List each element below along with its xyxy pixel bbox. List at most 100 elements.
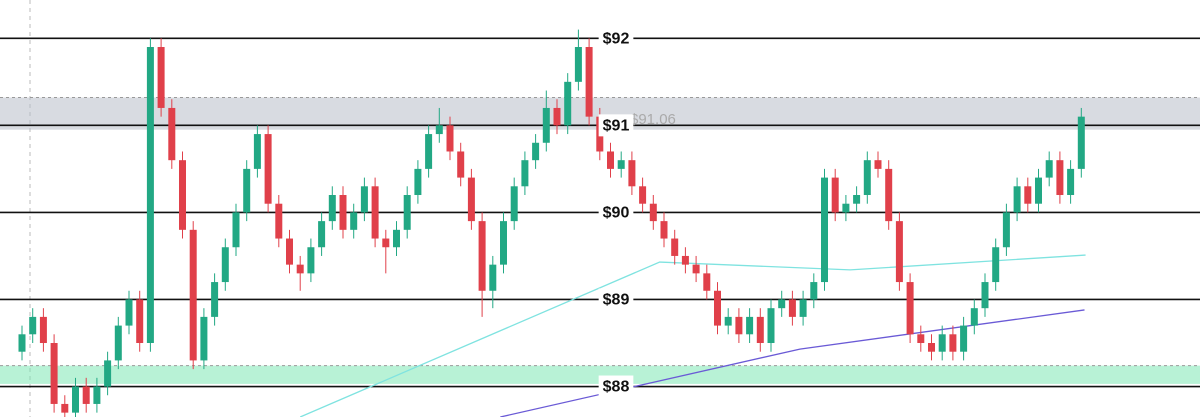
candle-body [382,238,390,248]
indicator-line [299,254,1086,417]
candle-body [692,264,700,274]
candle-body [179,160,186,230]
candle-body [671,238,679,256]
candle-body [200,316,208,361]
candle-body [457,151,465,178]
candle-body [778,299,786,309]
level-label-bg [598,201,634,224]
candle-body [136,299,144,344]
candle-body [286,238,293,265]
candle-body [714,290,721,326]
candle-body [885,168,893,222]
candle-body [72,386,79,413]
candle-body [221,247,229,283]
candle-body [489,264,497,291]
candle-body [585,47,593,117]
candle-body [960,325,968,352]
candle-body [189,229,197,361]
candle-body [339,195,347,230]
candle-body [18,334,26,352]
candle-body [157,47,165,108]
candle-body [146,47,154,344]
candle-body [93,386,101,404]
candle-body [949,334,957,352]
candle-body [243,168,251,213]
candle-body [125,299,133,326]
candle-body [61,403,69,413]
candle-body [853,195,861,204]
candle-body [1077,116,1085,169]
candle-body [863,160,871,196]
zone [0,365,1200,384]
indicator-line [500,309,1085,417]
candle-body [842,203,850,213]
candle-body [1056,160,1064,196]
level-label: $92 [603,31,630,48]
level-label: $91 [603,118,630,135]
level-label: $90 [603,205,630,222]
candle-body [649,203,657,222]
level-label-bg [598,288,634,311]
candle-body [1035,177,1042,204]
candle-body [821,177,828,283]
candle-body [553,107,561,126]
candle-body [767,308,775,344]
candle-body [874,160,882,169]
candle-body [532,142,540,161]
candle-body [393,229,400,248]
level-label-bg [598,114,634,137]
candle-body [500,221,507,265]
candle-body [211,282,219,317]
candle-body [1067,168,1075,196]
candle-body [756,316,764,344]
candle-body [232,212,240,248]
candle-body [318,221,326,248]
candle-body [724,316,732,326]
candle-body [39,316,47,344]
level-label-bg [598,375,634,398]
candle-body [681,255,689,265]
candle-body [82,386,90,404]
candle-body [50,343,58,404]
candle-body [296,264,304,274]
candle-body [350,212,358,230]
candle-body [307,247,315,274]
candle-body [735,316,743,335]
candle-body [617,160,625,169]
level-label-bg [598,27,634,50]
candle-body [253,134,261,169]
candle-body [446,125,454,152]
candle-body [360,186,368,213]
candle-body [521,160,529,187]
candle-body [564,81,572,126]
candle-body [574,47,582,82]
candle-body [981,282,989,309]
candle-body [970,308,978,326]
candle-body [425,134,433,169]
candle-body [275,203,283,239]
price-label: $91.06 [630,111,676,128]
candle-body [264,134,272,204]
candle-body [1013,186,1021,213]
candle-body [660,221,668,239]
candle-body [403,195,411,230]
candle-body [114,325,122,361]
candle-body [168,107,176,161]
candle-body [467,177,475,222]
candle-body [1024,186,1032,204]
candle-body [810,282,818,300]
candle-body [906,282,914,335]
candle-body [104,360,112,387]
candle-body [831,177,839,213]
candle-body [510,186,518,222]
candle-body [414,168,422,196]
candle-body [799,299,807,317]
candle-body [895,221,903,283]
candle-body [1045,160,1053,178]
candle-body [371,186,379,239]
candle-body [328,195,336,222]
candle-body [938,334,946,352]
candle-body [29,316,37,335]
